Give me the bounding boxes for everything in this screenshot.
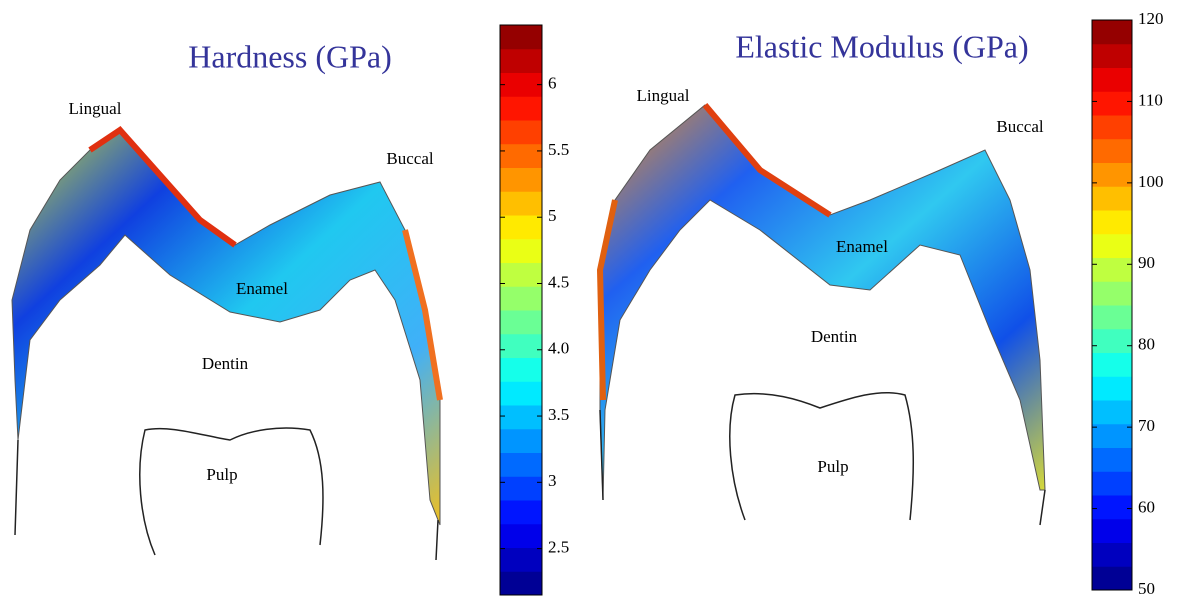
y-tick-label: 3 [548,471,557,490]
colorbar-band [1092,67,1132,92]
y-tick-label: 60 [1138,497,1155,516]
colorbar-frame [1091,19,1133,591]
annotation: Enamel [836,237,888,256]
colorbar-band [500,286,542,311]
annotation: Lingual [637,86,690,105]
annotation: Dentin [202,354,249,373]
colorbar-band [500,405,542,430]
annotation: Enamel [236,279,288,298]
colorbar-band [500,428,542,453]
colorbar-band [500,143,542,168]
annotation: Lingual [69,99,122,118]
colorbar-band [1092,518,1132,543]
colorbar-band [1092,20,1132,45]
colorbar-band [500,191,542,216]
colorbar-band [1092,162,1132,187]
annotation: Buccal [386,149,433,168]
colorbar-band [1092,400,1132,425]
colorbar-band [500,310,542,335]
y-tick-label: 4.0 [548,339,569,358]
colorbar-band [500,547,542,572]
colorbar-band [500,215,542,240]
colorbar-band [1092,495,1132,520]
colorbar-band [1092,91,1132,116]
colorbar-band [500,120,542,145]
colorbar-band [500,167,542,192]
y-tick-label: 120 [1138,9,1164,28]
y-tick-label: 90 [1138,253,1155,272]
colorbar-band [500,452,542,477]
y-tick-label: 6 [548,74,557,93]
y-tick-label: 80 [1138,335,1155,354]
annotation: Buccal [996,117,1043,136]
colorbar-frame [499,24,543,596]
colorbar-band [500,333,542,358]
chart-title: Elastic Modulus (GPa) [735,28,1028,64]
annotation: Pulp [206,465,237,484]
colorbar-band [500,357,542,382]
colorbar-band [1092,43,1132,68]
colorbar-band [1092,210,1132,235]
tooth-right [596,103,1046,526]
colorbar-band [1092,138,1132,163]
colorbar-band [1092,257,1132,282]
annotation: Dentin [811,327,858,346]
colorbar-band [1092,447,1132,472]
chart-title: Hardness (GPa) [188,38,392,74]
colorbar-band [1092,328,1132,353]
y-tick-label: 5 [548,206,557,225]
colorbar-band [1092,423,1132,448]
colorbar-band [1092,566,1132,591]
colorbar-band [1092,542,1132,567]
colorbar-band [1092,471,1132,496]
y-tick-label: 3.5 [548,405,569,424]
colorbar-band [500,48,542,73]
colorbar-band [500,72,542,97]
colorbar-band [1092,376,1132,401]
y-tick-label: 50 [1138,579,1155,597]
colorbar-band [1092,281,1132,306]
y-tick-label: 4.5 [548,272,569,291]
colorbar-band [1092,115,1132,140]
colorbar-band [1092,186,1132,211]
y-tick-label: 100 [1138,172,1164,191]
colorbar-band [500,25,542,50]
colorbar-band [500,96,542,121]
colorbar-band [1092,233,1132,258]
y-tick-label: 110 [1138,90,1163,109]
colorbar-band [500,381,542,406]
colorbar-band [1092,305,1132,330]
colorbar-band [500,523,542,548]
tooth-left [11,126,443,561]
annotation: Pulp [817,457,848,476]
y-tick-label: 5.5 [548,140,569,159]
colorbar-band [500,262,542,287]
colorbar-band [1092,352,1132,377]
colorbar-band [500,238,542,263]
colorbar-band [500,571,542,596]
y-tick-label: 70 [1138,416,1155,435]
y-tick-label: 2.5 [548,538,569,557]
colorbar-band [500,476,542,501]
colorbar-band [500,500,542,525]
